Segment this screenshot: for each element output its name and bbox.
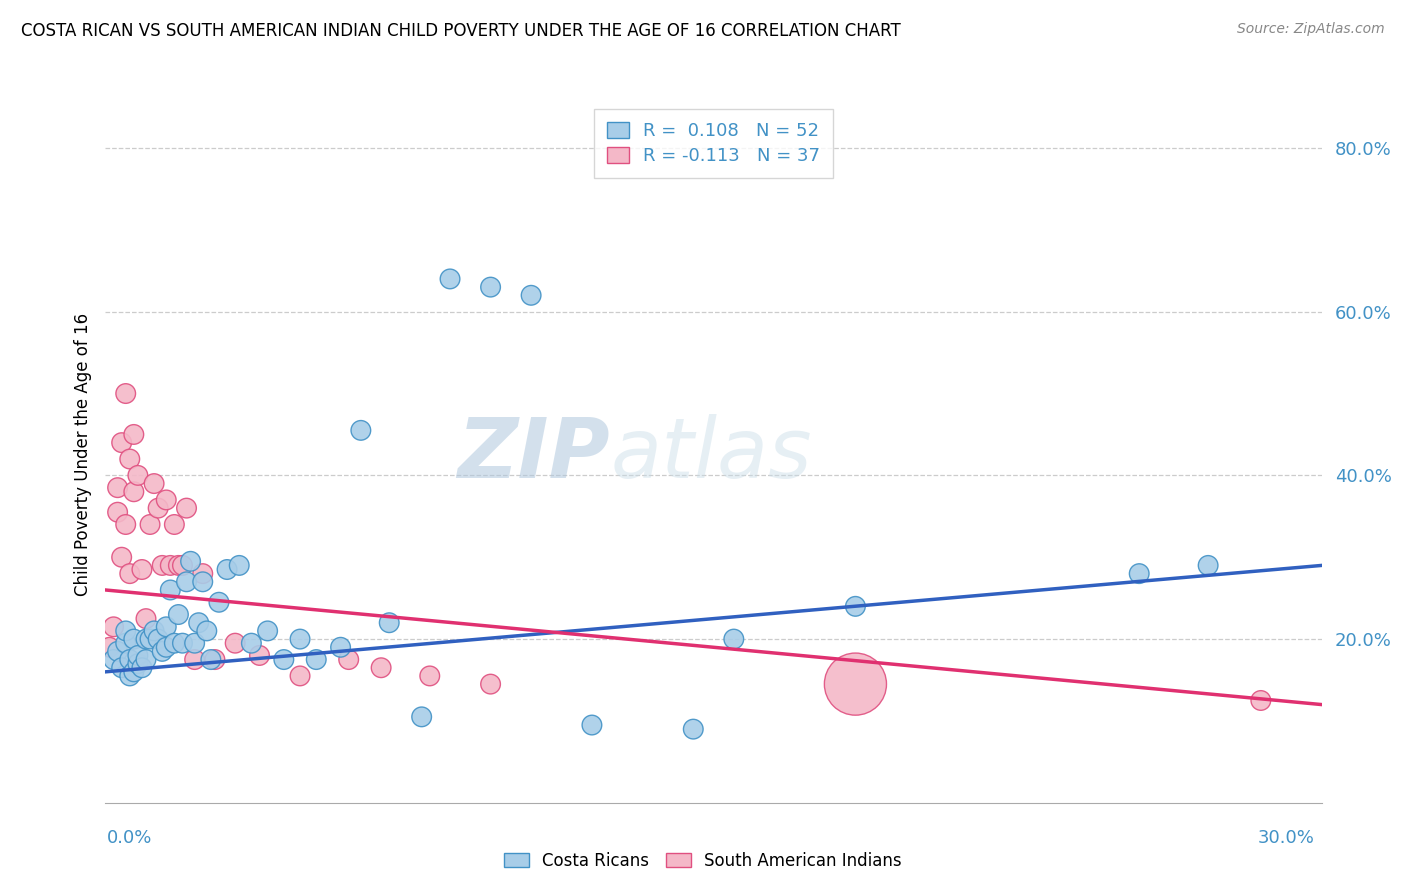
Point <box>176 501 198 516</box>
Point <box>159 582 181 597</box>
Text: 30.0%: 30.0% <box>1258 829 1315 847</box>
Y-axis label: Child Poverty Under the Age of 16: Child Poverty Under the Age of 16 <box>73 313 91 597</box>
Point <box>114 624 136 638</box>
Point <box>200 652 222 666</box>
Point <box>150 558 173 573</box>
Point <box>122 427 145 442</box>
Point <box>107 644 129 658</box>
Point <box>204 652 226 666</box>
Point <box>682 722 704 736</box>
Point <box>127 648 149 663</box>
Point <box>1197 558 1219 573</box>
Point <box>187 615 209 630</box>
Point <box>143 624 166 638</box>
Point <box>107 481 129 495</box>
Point <box>844 677 866 691</box>
Point <box>155 492 177 507</box>
Point <box>191 566 214 581</box>
Point <box>118 566 141 581</box>
Point <box>118 452 141 467</box>
Text: atlas: atlas <box>610 415 811 495</box>
Point <box>146 501 169 516</box>
Point <box>111 661 134 675</box>
Point <box>127 468 149 483</box>
Point <box>288 669 311 683</box>
Point <box>411 710 433 724</box>
Point <box>581 718 603 732</box>
Point <box>118 669 141 683</box>
Point <box>217 562 239 576</box>
Legend: R =  0.108   N = 52, R = -0.113   N = 37: R = 0.108 N = 52, R = -0.113 N = 37 <box>595 109 832 178</box>
Point <box>224 636 246 650</box>
Point <box>378 615 401 630</box>
Text: COSTA RICAN VS SOUTH AMERICAN INDIAN CHILD POVERTY UNDER THE AGE OF 16 CORRELATI: COSTA RICAN VS SOUTH AMERICAN INDIAN CHI… <box>21 22 901 40</box>
Point <box>479 280 502 294</box>
Point <box>146 632 169 646</box>
Point <box>118 652 141 666</box>
Point <box>139 632 162 646</box>
Point <box>723 632 745 646</box>
Point <box>159 558 181 573</box>
Point <box>163 636 186 650</box>
Point <box>155 640 177 655</box>
Point <box>1250 693 1272 707</box>
Point <box>844 599 866 614</box>
Point <box>208 595 231 609</box>
Point <box>122 484 145 499</box>
Point <box>172 558 194 573</box>
Point <box>167 607 190 622</box>
Point <box>350 423 373 437</box>
Point <box>139 517 162 532</box>
Point <box>107 505 129 519</box>
Point <box>520 288 543 302</box>
Text: Source: ZipAtlas.com: Source: ZipAtlas.com <box>1237 22 1385 37</box>
Point <box>228 558 250 573</box>
Point <box>155 620 177 634</box>
Point <box>103 652 125 666</box>
Point <box>439 272 461 286</box>
Point <box>150 644 173 658</box>
Point <box>127 657 149 671</box>
Point <box>370 661 392 675</box>
Point <box>167 558 190 573</box>
Point <box>131 562 153 576</box>
Point <box>288 632 311 646</box>
Point <box>329 640 352 655</box>
Point <box>111 550 134 565</box>
Point <box>337 652 360 666</box>
Text: ZIP: ZIP <box>457 415 610 495</box>
Point <box>195 624 218 638</box>
Point <box>1128 566 1150 581</box>
Point <box>172 636 194 650</box>
Point <box>305 652 328 666</box>
Point <box>479 677 502 691</box>
Point <box>180 554 202 568</box>
Legend: Costa Ricans, South American Indians: Costa Ricans, South American Indians <box>498 846 908 877</box>
Point <box>103 620 125 634</box>
Point <box>163 517 186 532</box>
Point <box>419 669 441 683</box>
Point <box>135 632 157 646</box>
Point <box>183 636 205 650</box>
Point <box>122 665 145 679</box>
Point <box>111 435 134 450</box>
Point <box>191 574 214 589</box>
Point <box>143 476 166 491</box>
Point <box>273 652 295 666</box>
Point <box>114 517 136 532</box>
Point <box>176 574 198 589</box>
Point <box>122 632 145 646</box>
Point <box>114 636 136 650</box>
Point <box>135 612 157 626</box>
Point <box>183 652 205 666</box>
Point <box>135 652 157 666</box>
Point <box>98 640 121 655</box>
Point <box>114 386 136 401</box>
Text: 0.0%: 0.0% <box>107 829 152 847</box>
Point <box>256 624 278 638</box>
Point <box>131 661 153 675</box>
Point <box>249 648 271 663</box>
Point <box>240 636 263 650</box>
